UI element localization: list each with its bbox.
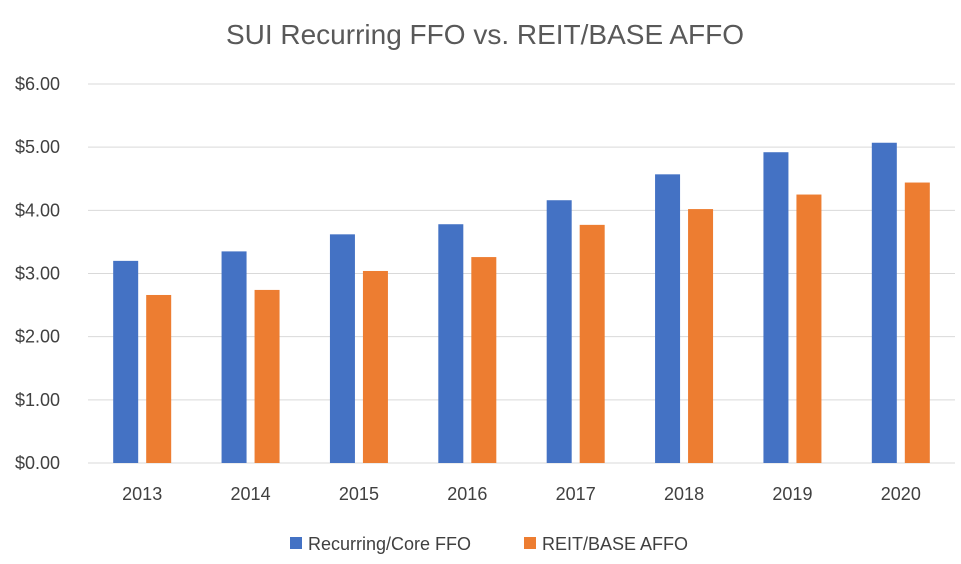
y-tick-label: $3.00 <box>15 264 60 284</box>
bars <box>113 142 930 464</box>
y-tick-label: $6.00 <box>15 74 60 94</box>
bar-reit-base-affo-2018 <box>688 209 714 463</box>
y-tick-label: $1.00 <box>15 390 60 410</box>
y-tick-label: $4.00 <box>15 200 60 220</box>
x-axis-tick-labels: 2013 2014 2015 2016 2017 2018 2019 2020 <box>122 484 921 504</box>
y-tick-label: $2.00 <box>15 327 60 347</box>
bar-reit-base-affo-2015 <box>362 270 388 463</box>
x-tick-label: 2014 <box>231 484 271 504</box>
legend-swatch <box>290 537 302 549</box>
bar-recurring-core-ffo-2014 <box>221 251 247 463</box>
bar-recurring-core-ffo-2019 <box>763 152 789 463</box>
bar-reit-base-affo-2016 <box>471 257 497 463</box>
x-tick-label: 2020 <box>881 484 921 504</box>
bar-recurring-core-ffo-2017 <box>546 200 572 463</box>
bar-reit-base-affo-2013 <box>146 294 172 463</box>
x-tick-label: 2018 <box>664 484 704 504</box>
bar-recurring-core-ffo-2020 <box>871 142 897 463</box>
bar-recurring-core-ffo-2018 <box>655 174 681 463</box>
y-axis-tick-labels: $0.00 $1.00 $2.00 $3.00 $4.00 $5.00 $6.00 <box>15 74 60 473</box>
bar-recurring-core-ffo-2013 <box>113 260 139 463</box>
x-tick-label: 2016 <box>447 484 487 504</box>
y-tick-label: $5.00 <box>15 137 60 157</box>
x-tick-label: 2019 <box>772 484 812 504</box>
x-tick-label: 2017 <box>556 484 596 504</box>
bar-reit-base-affo-2014 <box>254 289 280 463</box>
legend: Recurring/Core FFO REIT/BASE AFFO <box>290 534 688 554</box>
chart-title: SUI Recurring FFO vs. REIT/BASE AFFO <box>226 19 744 50</box>
bar-reit-base-affo-2019 <box>796 194 822 463</box>
bar-reit-base-affo-2020 <box>904 182 930 464</box>
x-tick-label: 2013 <box>122 484 162 504</box>
bar-reit-base-affo-2017 <box>579 224 605 463</box>
y-tick-label: $0.00 <box>15 453 60 473</box>
legend-label: Recurring/Core FFO <box>308 534 471 554</box>
bar-recurring-core-ffo-2016 <box>438 224 464 463</box>
legend-swatch <box>524 537 536 549</box>
legend-label: REIT/BASE AFFO <box>542 534 688 554</box>
gridlines <box>88 83 955 464</box>
bar-recurring-core-ffo-2015 <box>329 234 355 463</box>
x-tick-label: 2015 <box>339 484 379 504</box>
